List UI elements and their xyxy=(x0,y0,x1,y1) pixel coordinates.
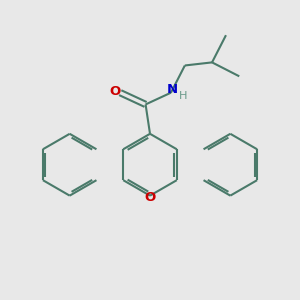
Text: N: N xyxy=(167,83,178,96)
Text: O: O xyxy=(144,190,156,204)
Text: O: O xyxy=(109,85,121,98)
Text: H: H xyxy=(179,91,188,101)
